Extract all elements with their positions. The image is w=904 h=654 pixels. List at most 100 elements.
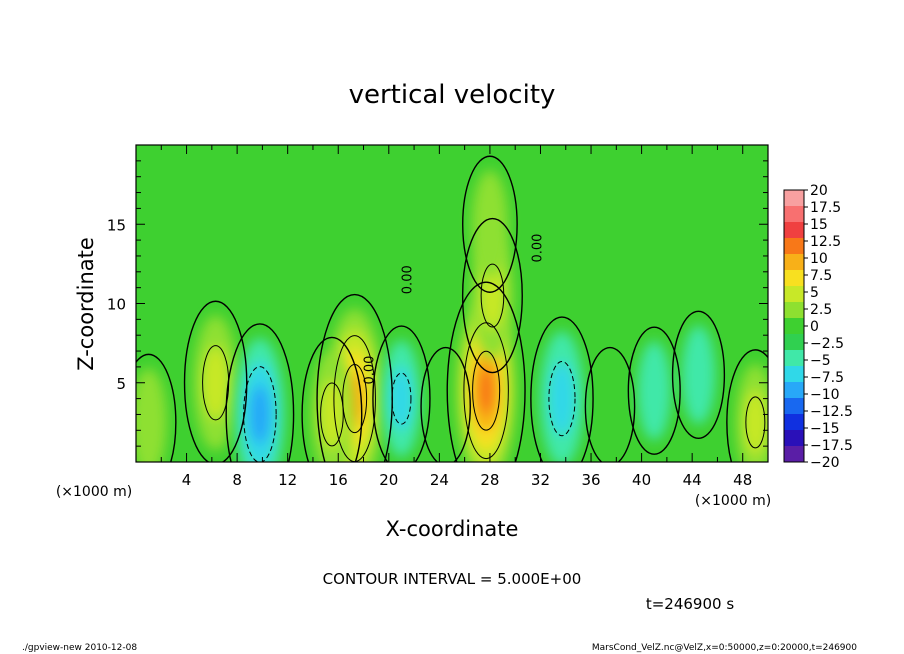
colorbar-swatch	[784, 382, 804, 398]
zero-contour	[372, 325, 431, 462]
chart-title: vertical velocity	[349, 80, 556, 110]
zero-contour	[225, 323, 295, 462]
plot-area: 0.00 0.00 0.00	[135, 144, 769, 463]
velocity-cell	[637, 341, 672, 441]
x-tick-label: 44	[683, 471, 702, 489]
contour-lines	[136, 155, 768, 462]
colorbar-label: 2.5	[810, 302, 832, 318]
colorbar-label: 17.5	[810, 200, 841, 216]
zero-contour	[420, 346, 471, 462]
zero-contour	[671, 310, 726, 440]
x-axis-title: X-coordinate	[386, 517, 519, 541]
x-tick-label: 48	[733, 471, 752, 489]
x-unit-right: (×1000 m)	[695, 493, 771, 509]
colorbar-label: 7.5	[810, 268, 832, 284]
velocity-cell	[471, 170, 509, 279]
colorbar-label: −15	[810, 421, 840, 437]
velocity-cell	[735, 363, 768, 462]
colorbar-swatch	[784, 350, 804, 366]
velocity-cell	[539, 331, 585, 462]
velocity-cell	[235, 337, 285, 462]
colorbar-swatch	[784, 446, 804, 462]
contour-line	[243, 366, 277, 462]
contour-line	[548, 360, 576, 437]
x-tick-label: 20	[379, 471, 398, 489]
colorbar-swatch	[784, 366, 804, 382]
zero-contour	[446, 281, 526, 462]
footer-right: MarsCond_VelZ.nc@VelZ,x=0:50000,z=0:2000…	[592, 643, 857, 653]
y-tick-label: 5	[116, 375, 126, 393]
colorbar-label: 20	[810, 183, 828, 199]
colorbar-label: −2.5	[810, 336, 844, 352]
colorbar-swatch	[784, 254, 804, 270]
colorbar-swatch	[784, 414, 804, 430]
contour-line	[391, 372, 412, 425]
x-axis: 4 8 12 16 20 24 28 32 36 40 44 48	[160, 145, 769, 489]
colorbar-swatch	[784, 270, 804, 286]
velocity-cell	[381, 340, 421, 458]
velocity-field	[136, 170, 768, 462]
x-tick-label: 24	[430, 471, 449, 489]
contour-label: 0.00	[531, 234, 546, 263]
zero-contour	[530, 316, 594, 462]
contour-labels: 0.00 0.00 0.00	[363, 234, 546, 385]
zero-contour	[461, 217, 523, 374]
zero-contour	[301, 336, 363, 462]
colorbar-label: 5	[810, 285, 819, 301]
colorbar-swatch	[784, 238, 804, 254]
x-tick-label: 32	[531, 471, 550, 489]
colorbar-label: 10	[810, 251, 828, 267]
colorbar-swatch	[784, 430, 804, 446]
colorbar-swatch	[784, 334, 804, 350]
x-tick-label: 16	[329, 471, 348, 489]
colorbar-swatch	[784, 398, 804, 414]
time-label: t=246900 s	[646, 595, 734, 613]
velocity-cell	[193, 315, 238, 451]
y-axis-title: Z-coordinate	[74, 237, 98, 371]
colorbar-label: 15	[810, 217, 828, 233]
zero-contour	[136, 353, 177, 462]
contour-label: 0.00	[401, 265, 416, 294]
y-axis: 5 10 15	[107, 160, 768, 447]
colorbar-label: −17.5	[810, 438, 853, 454]
x-tick-label: 12	[278, 471, 297, 489]
contour-line	[745, 396, 766, 449]
contour-interval-note: CONTOUR INTERVAL = 5.000E+00	[323, 570, 582, 588]
colorbar-label: 12.5	[810, 234, 841, 250]
colorbar-label: −7.5	[810, 370, 844, 386]
x-tick-label: 36	[581, 471, 600, 489]
zero-contour	[726, 349, 768, 462]
x-tick-label: 4	[182, 471, 192, 489]
y-tick-label: 15	[107, 216, 126, 234]
colorbar-swatch	[784, 318, 804, 334]
zero-contour	[462, 155, 518, 293]
velocity-cell	[681, 325, 716, 425]
colorbar-label: −20	[810, 455, 840, 471]
x-tick-label: 8	[232, 471, 242, 489]
x-tick-label: 28	[480, 471, 499, 489]
contour-line	[480, 263, 505, 328]
footer-left: ./gpview-new 2010-12-08	[22, 643, 137, 653]
colorbar-swatch	[784, 286, 804, 302]
colorbar-label: −12.5	[810, 404, 853, 420]
colorbar-swatch	[784, 222, 804, 238]
zero-contour	[584, 346, 636, 462]
contour-line	[320, 382, 344, 447]
velocity-cell	[136, 368, 167, 462]
velocity-cell	[311, 351, 353, 462]
colorbar-swatch	[784, 206, 804, 222]
contour-label: 0.00	[363, 356, 378, 385]
colorbar-label: −10	[810, 387, 840, 403]
colorbar-swatch	[784, 190, 804, 206]
colorbar-label: 0	[810, 319, 819, 335]
velocity-cell	[471, 232, 514, 359]
x-unit-left: (×1000 m)	[56, 484, 132, 500]
colorbar: 2017.51512.5107.552.50−2.5−5−7.5−10−12.5…	[783, 183, 853, 471]
zero-contour	[183, 300, 248, 462]
zero-contour	[627, 326, 681, 455]
y-tick-label: 10	[107, 296, 126, 314]
contour-line	[472, 350, 501, 431]
colorbar-label: −5	[810, 353, 831, 369]
x-tick-label: 40	[632, 471, 651, 489]
